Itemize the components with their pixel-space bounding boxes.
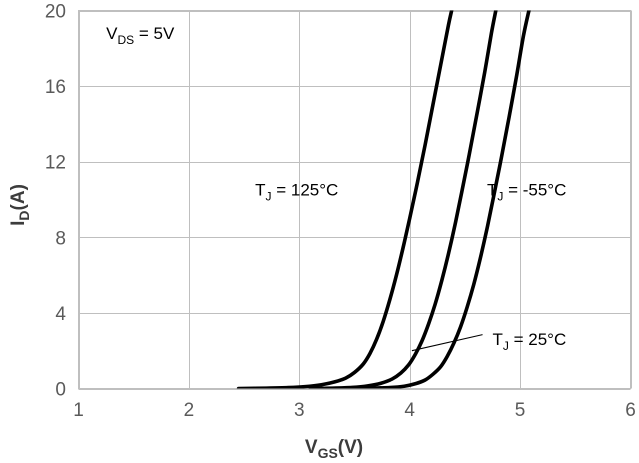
x-tick-label: 6 — [625, 400, 636, 421]
series-curve-2 — [347, 10, 531, 389]
x-axis-title: VGS(V) — [305, 437, 363, 461]
y-tick-label: 12 — [45, 153, 66, 174]
x-tick-label: 4 — [404, 400, 415, 421]
x-tick-label: 1 — [73, 400, 84, 421]
series-curve-1 — [308, 10, 498, 389]
tj-25-label: TJ = 25°C — [493, 330, 567, 353]
x-tick-label: 2 — [184, 400, 195, 421]
y-tick-label: 20 — [45, 2, 66, 23]
chart-annotations: VDS = 5V TJ = 125°C TJ = -55°C TJ = 25°C — [106, 24, 566, 353]
y-tick-label: 8 — [55, 228, 66, 249]
x-axis-title-text: VGS(V) — [305, 437, 363, 461]
y-tick-label: 4 — [55, 304, 66, 325]
annotation-leader-line — [411, 334, 483, 352]
data-series-group — [236, 10, 531, 389]
y-tick-label: 0 — [55, 380, 66, 401]
series-curve-0 — [236, 10, 454, 389]
x-tick-label: 3 — [294, 400, 305, 421]
vds-condition: VDS = 5V — [106, 24, 175, 47]
tj-minus55-label: TJ = -55°C — [487, 181, 566, 204]
x-tick-label: 5 — [515, 400, 526, 421]
tj-125-label: TJ = 125°C — [255, 181, 338, 204]
tj-25-leader — [411, 334, 483, 352]
y-axis-title-text: ID(A) — [8, 184, 32, 226]
y-tick-label: 16 — [45, 77, 66, 98]
x-axis-tick-labels: 1 2 3 4 5 6 — [73, 400, 636, 421]
y-axis-tick-labels: 0 4 8 12 16 20 — [45, 2, 67, 401]
y-axis-title: ID(A) — [8, 184, 32, 226]
gridlines — [78, 10, 632, 390]
